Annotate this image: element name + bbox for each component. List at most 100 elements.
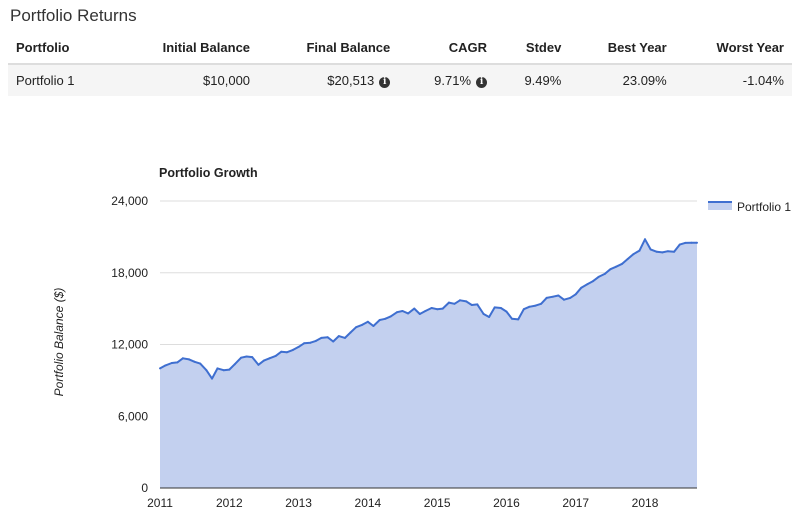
data-point[interactable] [349,331,352,334]
data-point[interactable] [233,363,236,366]
data-point[interactable] [211,377,213,380]
data-point[interactable] [534,304,537,307]
data-point[interactable] [407,312,410,315]
data-point[interactable] [366,320,369,323]
data-point[interactable] [436,308,439,311]
data-point[interactable] [164,364,167,367]
info-icon[interactable]: i [476,77,488,88]
data-point[interactable] [430,307,433,309]
data-point[interactable] [465,300,468,303]
data-point[interactable] [638,249,641,252]
data-point[interactable] [309,341,312,344]
data-point[interactable] [666,250,669,253]
data-point[interactable] [396,311,398,314]
data-point[interactable] [517,318,520,321]
data-point[interactable] [188,358,191,361]
data-point[interactable] [459,299,461,302]
data-point[interactable] [320,336,323,339]
data-point[interactable] [303,342,306,345]
data-point[interactable] [649,248,652,251]
data-point[interactable] [292,348,294,351]
data-point[interactable] [228,368,231,371]
data-point[interactable] [193,360,196,363]
data-point[interactable] [482,313,485,315]
data-point[interactable] [216,367,219,370]
data-point[interactable] [268,357,271,360]
info-icon[interactable]: i [379,77,391,88]
data-point[interactable] [499,307,502,309]
data-point[interactable] [332,340,335,343]
data-point[interactable] [557,294,560,297]
data-point[interactable] [240,356,243,359]
data-point[interactable] [274,354,277,357]
data-point[interactable] [661,251,664,254]
data-point[interactable] [545,296,548,299]
data-point[interactable] [609,268,612,271]
data-point[interactable] [344,336,346,339]
data-point[interactable] [586,283,589,286]
data-point[interactable] [297,345,300,348]
data-point[interactable] [528,305,531,308]
data-point[interactable] [361,323,364,326]
data-point[interactable] [563,298,565,301]
x-tick-label: 2018 [632,496,659,510]
data-point[interactable] [614,265,617,268]
data-point[interactable] [488,316,491,318]
data-point[interactable] [655,250,658,253]
data-point[interactable] [280,350,283,353]
data-point[interactable] [621,262,624,265]
data-point[interactable] [251,356,254,359]
data-point[interactable] [522,308,525,311]
data-point[interactable] [418,313,421,315]
data-point[interactable] [470,304,473,306]
data-point[interactable] [447,301,450,304]
data-point[interactable] [551,295,554,298]
data-point[interactable] [632,253,635,256]
data-point[interactable] [181,357,184,360]
data-point[interactable] [314,339,317,342]
data-point[interactable] [384,317,387,320]
data-point[interactable] [511,317,513,320]
data-point[interactable] [257,363,260,366]
data-point[interactable] [378,319,381,321]
data-point[interactable] [170,362,173,364]
data-point[interactable] [424,310,427,312]
y-tick-label: 18,000 [111,266,148,280]
data-point[interactable] [580,286,583,289]
data-point[interactable] [441,307,444,310]
data-point[interactable] [684,241,687,244]
data-point[interactable] [505,310,508,313]
data-point[interactable] [389,315,392,318]
data-point[interactable] [262,359,265,362]
data-point[interactable] [453,302,456,305]
data-point[interactable] [337,335,340,338]
data-point[interactable] [372,325,375,327]
data-point[interactable] [690,241,693,244]
data-point[interactable] [159,367,161,370]
data-point[interactable] [401,310,404,312]
data-point[interactable] [355,326,358,329]
data-point[interactable] [493,306,496,309]
data-point[interactable] [413,307,416,310]
data-point[interactable] [673,250,676,253]
data-point[interactable] [569,296,572,299]
data-point[interactable] [176,361,179,364]
data-point[interactable] [199,362,202,365]
data-point[interactable] [540,302,543,305]
data-point[interactable] [696,241,698,244]
data-point[interactable] [626,258,629,260]
data-point[interactable] [603,272,606,275]
data-point[interactable] [245,355,248,358]
data-point[interactable] [592,280,595,283]
data-point[interactable] [205,369,208,372]
data-point[interactable] [476,303,479,306]
cell-final-balance: $20,513 [327,73,375,88]
data-point[interactable] [678,243,681,246]
data-point[interactable] [326,336,329,339]
data-point[interactable] [574,293,577,296]
legend[interactable]: Portfolio 1 [708,200,791,214]
data-point[interactable] [222,369,225,372]
data-point[interactable] [285,351,288,354]
data-point[interactable] [644,238,646,241]
data-point[interactable] [597,275,600,278]
